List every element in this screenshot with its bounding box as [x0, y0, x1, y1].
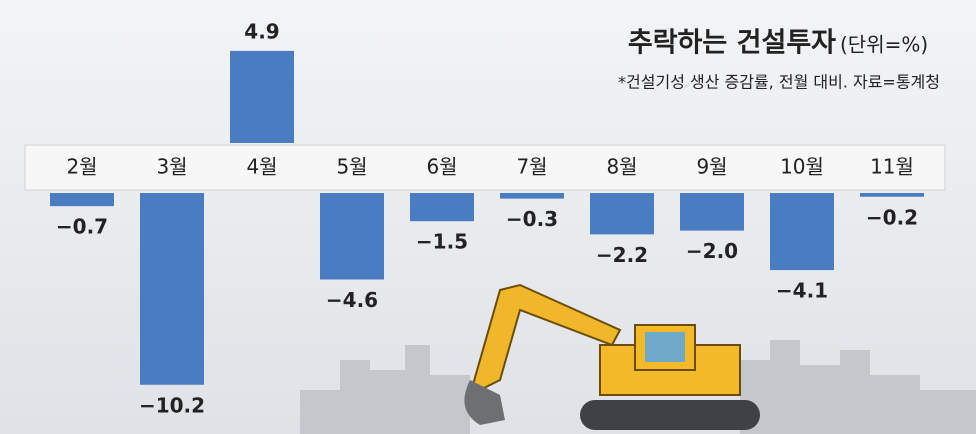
x-tick-label: 3월: [156, 155, 187, 179]
bar: [410, 193, 474, 222]
excavator: [464, 283, 760, 430]
bar: [320, 193, 384, 280]
bar: [50, 193, 114, 207]
bar: [140, 193, 204, 385]
note: *건설기성 생산 증감률, 전월 대비. 자료=통계청: [618, 73, 940, 92]
value-label: −2.2: [596, 243, 648, 267]
value-label: 4.9: [244, 19, 279, 43]
bar: [680, 193, 744, 231]
x-tick-label: 7월: [516, 155, 547, 179]
x-tick-label: 9월: [696, 155, 727, 179]
value-label: −4.6: [326, 288, 378, 312]
x-tick-label: 4월: [246, 155, 277, 179]
value-label: −0.2: [866, 205, 918, 229]
bar: [230, 50, 294, 143]
bar: [590, 193, 654, 235]
bar: [860, 193, 924, 197]
category-band: [24, 144, 946, 191]
chart-title: 추락하는 건설투자: [628, 28, 836, 59]
x-tick-label: 2월: [66, 155, 97, 179]
bar: [500, 193, 564, 199]
x-tick-label: 11월: [870, 155, 914, 179]
x-tick-label: 8월: [606, 155, 637, 179]
x-tick-label: 10월: [780, 155, 824, 179]
skyline: [300, 340, 976, 434]
x-tick-label: 6월: [426, 155, 457, 179]
value-label: −2.0: [686, 239, 738, 263]
value-label: −1.5: [416, 230, 468, 254]
value-label: −0.7: [56, 215, 108, 239]
value-label: −0.3: [506, 207, 558, 231]
value-label: −10.2: [139, 393, 205, 417]
unit-label: (단위=%): [840, 33, 928, 57]
bar: [770, 193, 834, 271]
x-tick-label: 5월: [336, 155, 367, 179]
value-label: −4.1: [776, 279, 828, 303]
